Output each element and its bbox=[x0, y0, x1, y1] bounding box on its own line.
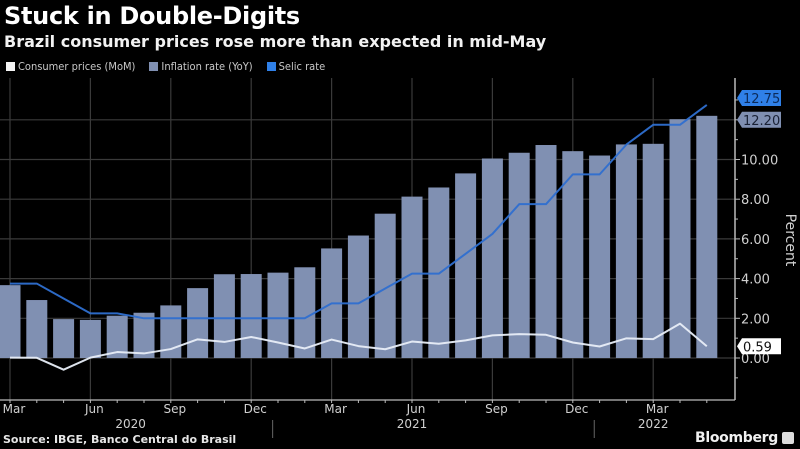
end-label-selic-text: 12.75 bbox=[743, 92, 780, 107]
legend: Consumer prices (MoM) Inflation rate (Yo… bbox=[6, 60, 325, 73]
legend-label-mom: Consumer prices (MoM) bbox=[18, 60, 136, 73]
bar-yoy bbox=[347, 235, 369, 358]
bloomberg-logo: Bloomberg bbox=[694, 430, 778, 446]
x-tick-label: Sep bbox=[485, 402, 508, 416]
line-selic bbox=[10, 104, 708, 320]
bar-yoy bbox=[481, 158, 503, 358]
y-axis-label: Percent bbox=[782, 214, 798, 267]
bar-yoy bbox=[213, 274, 235, 358]
end-label-mom-text: 0.59 bbox=[743, 340, 772, 355]
legend-item-yoy: Inflation rate (YoY) bbox=[149, 60, 253, 73]
bar-yoy bbox=[374, 213, 396, 358]
end-label-selic: 12.75 bbox=[737, 89, 781, 107]
bar-yoy bbox=[187, 288, 209, 358]
line-mom bbox=[9, 322, 708, 371]
x-year-label: 2020 bbox=[115, 417, 146, 431]
x-year-label: 2022 bbox=[638, 417, 669, 431]
bar-yoy bbox=[267, 272, 289, 358]
bar-yoy bbox=[401, 196, 423, 358]
x-tick-label: Sep bbox=[163, 402, 186, 416]
legend-label-selic: Selic rate bbox=[278, 60, 326, 73]
legend-item-mom: Consumer prices (MoM) bbox=[6, 60, 135, 73]
y-tick-label: 10.00 bbox=[741, 154, 778, 169]
bar-yoy bbox=[294, 267, 316, 358]
bar-yoy bbox=[455, 173, 477, 358]
legend-label-yoy: Inflation rate (YoY) bbox=[161, 60, 253, 73]
end-label-selic-bg bbox=[737, 89, 781, 106]
legend-item-selic: Selic rate bbox=[266, 60, 326, 73]
bar-yoy bbox=[53, 319, 75, 358]
x-tick-label: Dec bbox=[244, 402, 267, 416]
x-tick-label: Jun bbox=[406, 402, 426, 416]
bar-yoy bbox=[669, 119, 691, 358]
bar-yoy bbox=[535, 145, 557, 358]
end-label-mom: 0.59 bbox=[737, 338, 781, 355]
x-tick-label: Mar bbox=[646, 402, 669, 416]
end-labels: 12.75 12.20 0.59 bbox=[737, 89, 781, 355]
bar-yoy bbox=[508, 152, 530, 358]
bloomberg-terminal-icon bbox=[782, 432, 794, 444]
bars-yoy bbox=[0, 115, 718, 358]
bar-yoy bbox=[562, 151, 584, 358]
end-label-yoy-bg bbox=[737, 111, 781, 128]
x-year-label: 2021 bbox=[397, 417, 428, 431]
lines bbox=[9, 104, 708, 371]
bar-yoy bbox=[26, 300, 48, 358]
y-tick-label: 0.00 bbox=[741, 352, 770, 367]
end-label-mom-bg bbox=[737, 338, 781, 355]
bar-yoy bbox=[696, 115, 718, 358]
bar-yoy bbox=[133, 312, 155, 358]
bar-yoy bbox=[240, 274, 262, 358]
legend-swatch-mom bbox=[6, 62, 15, 71]
y-tick-label: 4.00 bbox=[741, 273, 770, 288]
bar-yoy bbox=[642, 143, 664, 358]
x-tick-label: Mar bbox=[324, 402, 347, 416]
legend-swatch-yoy bbox=[149, 62, 159, 71]
bar-yoy bbox=[0, 285, 21, 358]
legend-swatch-selic bbox=[266, 62, 276, 71]
x-tick-label: Mar bbox=[3, 402, 26, 416]
source-note: Source: IBGE, Banco Central do Brasil bbox=[3, 433, 237, 446]
y-tick-label: 2.00 bbox=[741, 312, 770, 327]
bar-yoy bbox=[615, 144, 637, 358]
x-tick-label: Jun bbox=[84, 402, 104, 416]
chart-title: Stuck in Double-Digits bbox=[4, 2, 300, 30]
bar-yoy bbox=[106, 315, 128, 358]
y-tick-label: 6.00 bbox=[741, 233, 770, 248]
bar-yoy bbox=[589, 155, 611, 358]
end-label-yoy-text: 12.20 bbox=[743, 114, 780, 129]
chart-subtitle: Brazil consumer prices rose more than ex… bbox=[4, 32, 547, 51]
bar-yoy bbox=[79, 319, 101, 358]
x-tick-label: Dec bbox=[565, 402, 588, 416]
y-tick-label: 8.00 bbox=[741, 193, 770, 208]
axes: 0.00 2.00 4.00 6.00 8.00 10.00 Percent Mar Jun Se… bbox=[0, 78, 798, 438]
end-label-yoy: 12.20 bbox=[737, 111, 781, 129]
